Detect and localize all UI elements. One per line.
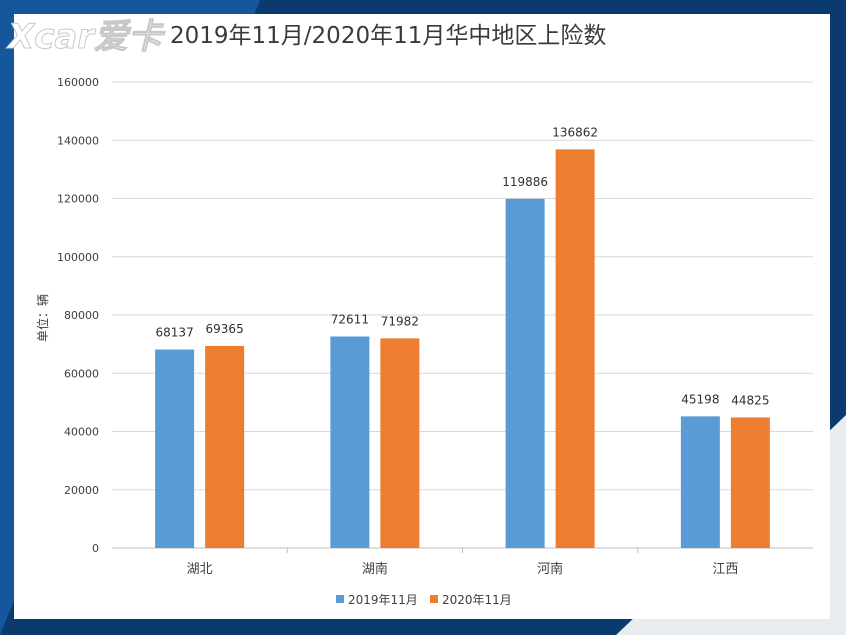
legend-label: 2020年11月 [442,593,512,607]
bar [505,198,545,548]
category-label: 湖北 [187,562,213,577]
bar [330,336,370,548]
chart-title: 2019年11月/2020年11月华中地区上险数 [170,23,607,49]
bar [730,417,770,548]
category-label: 河南 [537,561,563,577]
data-label: 44825 [731,393,769,407]
y-tick-label: 140000 [57,134,99,147]
category-label: 湖南 [362,561,388,577]
y-tick-label: 80000 [64,309,99,322]
y-tick-label: 0 [92,542,99,555]
data-label: 68137 [156,326,194,340]
y-tick-labels: 0 20000 40000 60000 80000 100000 120000 140000 1… [57,76,99,555]
bar-group [155,149,770,549]
data-label: 72611 [331,313,369,327]
legend-swatch [336,595,344,603]
y-axis-label: 单位：辆 [35,294,50,342]
bar [205,345,245,548]
category-labels: 湖北 湖南 河南 江西 [187,561,739,577]
legend: 2019年11月 2020年11月 [336,593,512,607]
bar [555,149,595,549]
y-tick-label: 60000 [64,367,99,380]
data-label: 45198 [681,392,719,406]
bar [680,416,720,548]
y-tick-label: 100000 [57,251,99,264]
data-label: 69365 [206,322,244,336]
bar [380,338,420,548]
legend-swatch [430,595,438,603]
legend-label: 2019年11月 [348,593,418,607]
data-labels: 68137 69365 72611 71982 119886 136862 45198 448… [156,125,770,407]
bar [155,349,195,548]
y-tick-label: 40000 [64,426,99,439]
y-tick-label: 120000 [57,193,99,206]
y-tick-label: 160000 [57,76,99,89]
xcar-logo: Xcar爱卡 [6,17,166,58]
data-label: 71982 [381,314,419,328]
y-tick-label: 20000 [64,484,99,497]
category-label: 江西 [712,562,738,577]
data-label: 136862 [552,125,598,139]
data-label: 119886 [502,175,548,189]
svg-text:Xcar爱卡: Xcar爱卡 [6,17,165,57]
